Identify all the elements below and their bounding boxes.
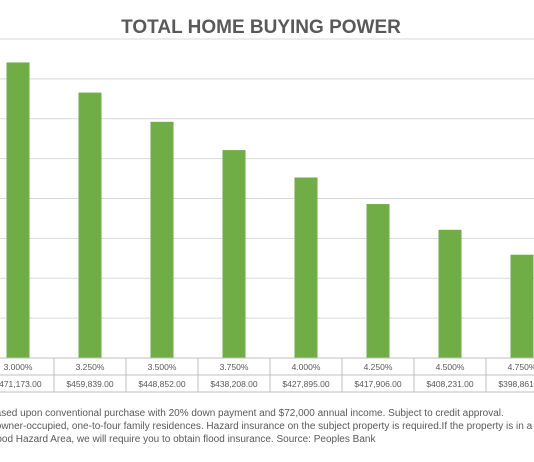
x-tick-label: 4.250% bbox=[364, 362, 393, 372]
bar bbox=[438, 229, 462, 358]
x-tick-label: 4.500% bbox=[436, 362, 465, 372]
value-label: $448,852.00 bbox=[138, 379, 186, 389]
footnote-line-2: For owner-occupied, one-to-four family r… bbox=[0, 421, 533, 432]
category-table: 3.000% 3.250% 3.500% 3.750% 4.000% 4.250% 4.50… bbox=[0, 357, 534, 393]
x-tick-label: 3.500% bbox=[148, 362, 177, 372]
bar bbox=[510, 254, 534, 358]
bar bbox=[294, 177, 318, 358]
bar bbox=[150, 121, 174, 359]
bar bbox=[366, 204, 390, 358]
bar bbox=[78, 92, 102, 358]
x-tick-label: 4.750% bbox=[508, 362, 534, 372]
x-tick-label: 4.000% bbox=[292, 362, 321, 372]
value-label: $427,895.00 bbox=[282, 379, 330, 389]
bar bbox=[222, 150, 246, 358]
x-tick-label: 3.250% bbox=[76, 362, 105, 372]
footnote-line-3: Flood Hazard Area, we will require you t… bbox=[0, 434, 376, 445]
value-label: $417,906.00 bbox=[354, 379, 402, 389]
value-label: $459,839.00 bbox=[66, 379, 114, 389]
chart-title: TOTAL HOME BUYING POWER bbox=[121, 17, 401, 38]
footnote: Based upon conventional purchase with 20… bbox=[0, 407, 534, 446]
value-label: $438,208.00 bbox=[210, 379, 258, 389]
x-tick-label: 3.000% bbox=[4, 362, 33, 372]
value-label: $398,861.00 bbox=[498, 379, 534, 389]
bar bbox=[6, 62, 30, 358]
bars bbox=[6, 62, 534, 359]
footnote-line-1: Based upon conventional purchase with 20… bbox=[0, 408, 504, 419]
x-tick-label: 3.750% bbox=[220, 362, 249, 372]
value-label: $471,173.00 bbox=[0, 379, 42, 389]
value-label: $408,231.00 bbox=[426, 379, 474, 389]
